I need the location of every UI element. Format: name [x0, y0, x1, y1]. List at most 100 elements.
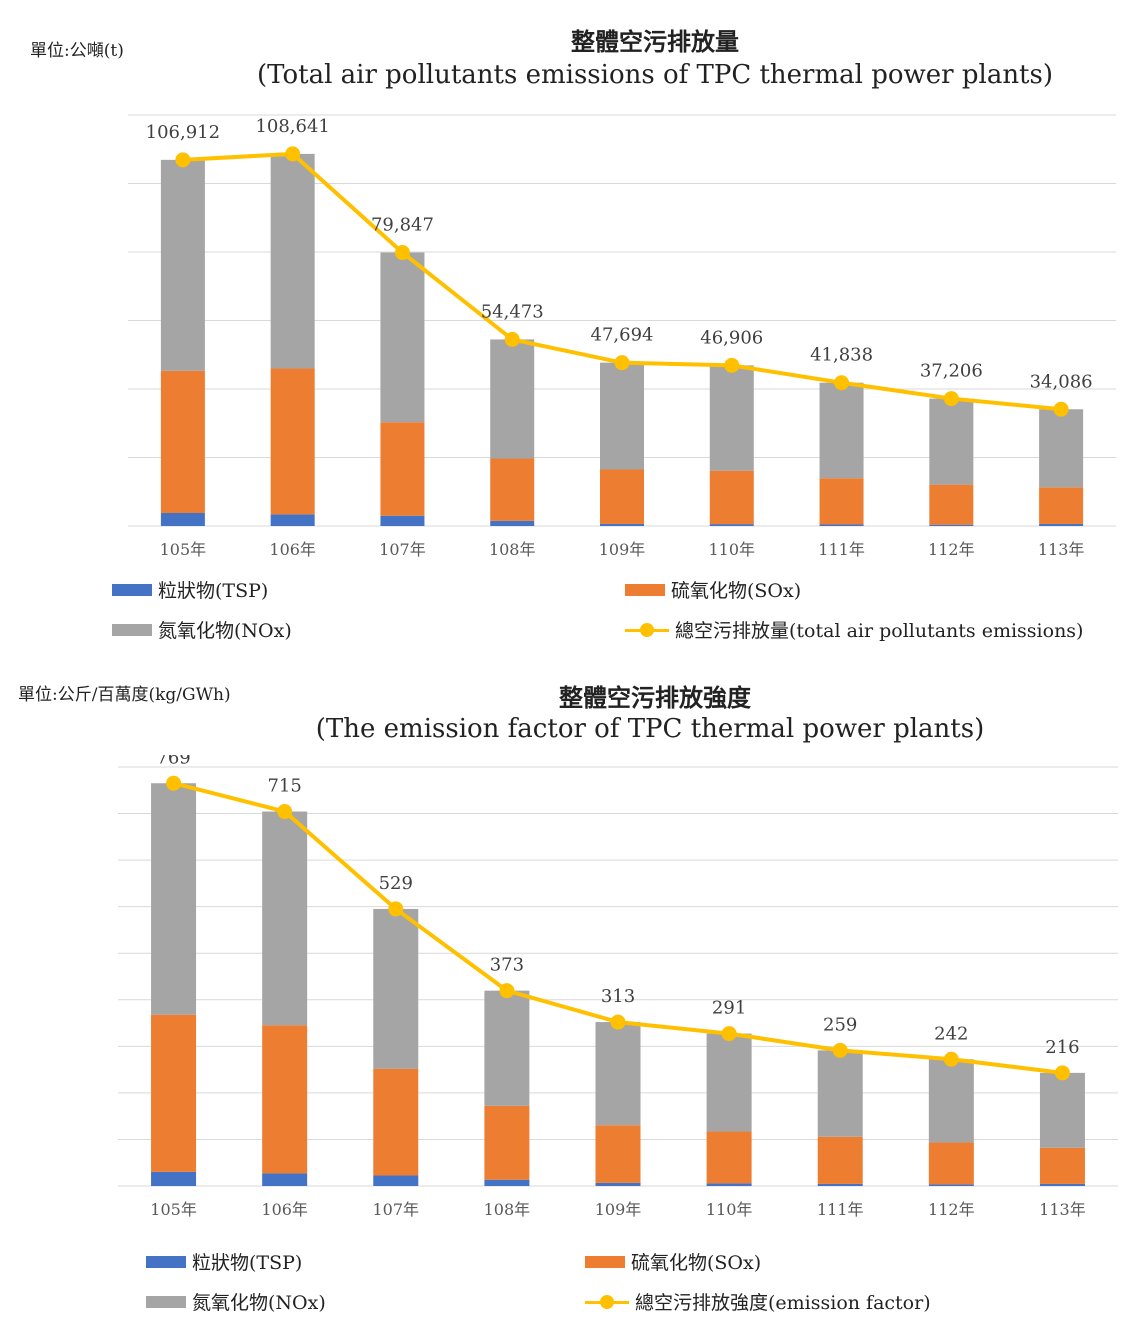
total-point	[388, 901, 404, 917]
bar-tsp	[160, 512, 205, 526]
data-label: 47,694	[591, 325, 654, 346]
x-tick-label: 110年	[706, 1200, 753, 1219]
bar-sox	[373, 1068, 419, 1176]
legend-label: 氮氧化物(NOx)	[192, 1292, 326, 1314]
total-line-swatch	[585, 1294, 629, 1310]
chart2-legend-total: 總空污排放強度(emission factor)	[585, 1288, 931, 1315]
bar-sox	[929, 484, 974, 525]
total-point	[610, 1014, 626, 1030]
total-point	[504, 331, 520, 347]
chart2-legend-nox: 氮氧化物(NOx)	[146, 1288, 326, 1315]
bar-tsp	[151, 1171, 197, 1186]
bar-tsp	[1039, 1183, 1085, 1186]
total-point	[724, 357, 740, 373]
chart2-legend-sox: 硫氧化物(SOx)	[585, 1248, 761, 1275]
total-point	[721, 1026, 737, 1042]
data-label: 34,086	[1030, 371, 1093, 392]
chart1-title: 整體空污排放量	[571, 27, 739, 56]
bar-sox	[151, 1014, 197, 1172]
legend-label: 總空污排放強度(emission factor)	[635, 1292, 931, 1314]
bar-nox	[151, 783, 197, 1015]
chart1-legend-tsp: 粒狀物(TSP)	[112, 576, 268, 603]
bar-nox	[262, 811, 308, 1026]
total-line-swatch	[625, 622, 669, 638]
total-point	[175, 152, 191, 168]
total-point	[277, 804, 293, 820]
data-label: 242	[934, 1023, 968, 1044]
legend-label: 氮氧化物(NOx)	[158, 620, 292, 642]
chart1-subtitle: (Total air pollutants emissions of TPC t…	[257, 60, 1053, 90]
total-point	[1053, 401, 1069, 417]
bar-sox	[262, 1025, 308, 1174]
x-tick-label: 112年	[928, 540, 975, 559]
data-label: 769	[156, 755, 190, 768]
x-tick-label: 109年	[599, 540, 646, 559]
bar-sox	[600, 469, 644, 524]
total-point	[834, 375, 850, 391]
legend-label: 粒狀物(TSP)	[192, 1252, 303, 1274]
data-label: 529	[379, 873, 413, 894]
data-label: 79,847	[371, 215, 434, 236]
x-tick-label: 112年	[928, 1200, 975, 1219]
bar-sox	[928, 1142, 974, 1185]
bar-nox	[595, 1022, 641, 1126]
bar-tsp	[929, 524, 974, 526]
bar-sox	[1039, 487, 1084, 524]
bar-sox	[270, 368, 315, 515]
chart2-subtitle: (The emission factor of TPC thermal powe…	[315, 714, 985, 744]
x-tick-label: 109年	[595, 1200, 642, 1219]
x-tick-label: 105年	[160, 540, 207, 559]
bar-nox	[490, 339, 535, 459]
x-tick-label: 110年	[709, 540, 756, 559]
data-label: 291	[712, 998, 746, 1019]
data-label: 313	[601, 986, 635, 1007]
bar-sox	[490, 458, 535, 521]
bar-tsp	[1039, 523, 1084, 526]
data-label: 41,838	[810, 345, 873, 366]
data-label: 216	[1045, 1037, 1079, 1058]
total-point	[1054, 1065, 1070, 1081]
bar-nox	[819, 382, 864, 479]
bar-sox	[706, 1131, 752, 1184]
sox-swatch	[585, 1255, 625, 1268]
bar-tsp	[262, 1173, 308, 1186]
bar-tsp	[373, 1175, 419, 1186]
total-point	[943, 391, 959, 407]
data-label: 373	[490, 955, 524, 976]
x-tick-label: 111年	[817, 1200, 864, 1219]
bar-tsp	[490, 520, 535, 526]
bar-nox	[484, 990, 530, 1106]
bar-nox	[373, 908, 419, 1069]
bar-sox	[160, 370, 205, 513]
legend-label: 硫氧化物(SOx)	[631, 1252, 762, 1274]
total-point	[832, 1042, 848, 1058]
total-point	[614, 355, 630, 371]
legend-label: 總空污排放量(total air pollutants emissions)	[675, 620, 1084, 642]
bar-tsp	[706, 1183, 752, 1186]
tsp-swatch	[112, 583, 152, 596]
legend-label: 硫氧化物(SOx)	[671, 580, 802, 602]
bar-nox	[709, 365, 754, 471]
bar-sox	[819, 478, 864, 525]
bar-tsp	[928, 1184, 974, 1186]
bar-tsp	[709, 524, 754, 526]
x-tick-label: 105年	[150, 1200, 197, 1219]
chart1-legend-total: 總空污排放量(total air pollutants emissions)	[625, 616, 1083, 643]
bar-nox	[1039, 1072, 1085, 1148]
bar-nox	[928, 1059, 974, 1143]
legend-label: 粒狀物(TSP)	[158, 580, 269, 602]
bar-tsp	[817, 1183, 863, 1186]
bar-nox	[706, 1033, 752, 1132]
bar-nox	[270, 153, 315, 369]
total-point	[394, 245, 410, 261]
data-label: 108,641	[255, 116, 329, 137]
chart1-legend-sox: 硫氧化物(SOx)	[625, 576, 801, 603]
sox-swatch	[625, 583, 665, 596]
bar-tsp	[270, 514, 315, 526]
data-label: 715	[267, 776, 301, 797]
chart1-unit-label: 單位:公噸(t)	[30, 41, 124, 61]
chart2-legend-tsp: 粒狀物(TSP)	[146, 1248, 302, 1275]
data-label: 37,206	[920, 361, 983, 382]
x-tick-label: 111年	[818, 540, 865, 559]
bar-tsp	[600, 523, 644, 526]
